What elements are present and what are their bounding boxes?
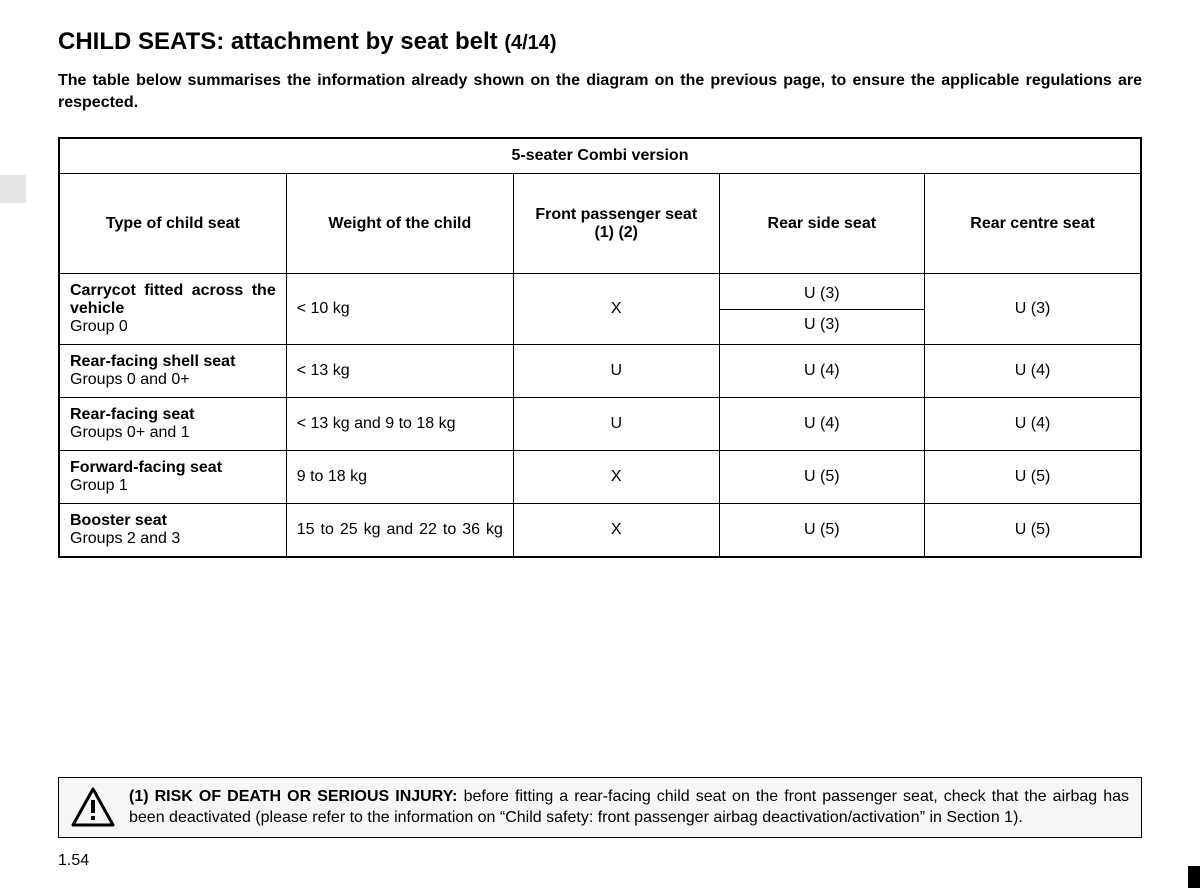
seat-group: Group 1 — [70, 477, 276, 495]
page-title: CHILD SEATS: attachment by seat belt (4/… — [58, 28, 1142, 56]
table-row: Carrycot fitted across the vehicle Group… — [59, 274, 1141, 345]
seat-name: Rear-facing seat — [70, 406, 276, 424]
col-header-centre: Rear centre seat — [925, 174, 1141, 274]
cell-weight: 9 to 18 kg — [286, 451, 513, 504]
cell-type: Rear-facing shell seat Groups 0 and 0+ — [59, 345, 286, 398]
cell-side: U (4) — [719, 345, 925, 398]
cell-weight: < 13 kg and 9 to 18 kg — [286, 398, 513, 451]
cell-weight: 15 to 25 kg and 22 to 36 kg — [286, 504, 513, 558]
table-caption: 5-seater Combi version — [59, 138, 1141, 174]
title-suffix: (4/14) — [504, 32, 556, 54]
table-row: Rear-facing shell seat Groups 0 and 0+ <… — [59, 345, 1141, 398]
warning-box: (1) RISK OF DEATH OR SERIOUS INJURY: bef… — [58, 777, 1142, 838]
seat-group: Groups 0+ and 1 — [70, 424, 276, 442]
table-row: Rear-facing seat Groups 0+ and 1 < 13 kg… — [59, 398, 1141, 451]
cell-front: U — [513, 398, 719, 451]
page-content: CHILD SEATS: attachment by seat belt (4/… — [0, 0, 1200, 558]
col-header-type: Type of child seat — [59, 174, 286, 274]
warning-icon — [71, 786, 115, 826]
col-header-side: Rear side seat — [719, 174, 925, 274]
cell-side: U (3) U (3) — [719, 274, 925, 345]
table-row: Forward-facing seat Group 1 9 to 18 kg X… — [59, 451, 1141, 504]
col-header-front: Front passenger seat (1) (2) — [513, 174, 719, 274]
cell-type: Rear-facing seat Groups 0+ and 1 — [59, 398, 286, 451]
page-number: 1.54 — [58, 852, 89, 870]
cell-side-top: U (3) — [720, 279, 925, 310]
cell-centre: U (5) — [925, 451, 1141, 504]
seat-name: Rear-facing shell seat — [70, 353, 276, 371]
cell-side: U (4) — [719, 398, 925, 451]
seat-group: Groups 0 and 0+ — [70, 371, 276, 389]
table-row: Booster seat Groups 2 and 3 15 to 25 kg … — [59, 504, 1141, 558]
seat-group: Groups 2 and 3 — [70, 530, 276, 548]
side-tab — [0, 175, 26, 203]
cell-weight: < 10 kg — [286, 274, 513, 345]
seat-name: Booster seat — [70, 512, 276, 530]
cell-centre: U (5) — [925, 504, 1141, 558]
cell-type: Forward-facing seat Group 1 — [59, 451, 286, 504]
intro-text: The table below summarises the informati… — [58, 70, 1142, 113]
seat-name: Forward-facing seat — [70, 459, 276, 477]
cell-side: U (5) — [719, 451, 925, 504]
cell-centre: U (4) — [925, 398, 1141, 451]
cell-front: X — [513, 274, 719, 345]
child-seat-table: 5-seater Combi version Type of child sea… — [58, 137, 1142, 558]
warning-lead: (1) RISK OF DEATH OR SERIOUS INJURY: — [129, 788, 458, 805]
cell-front: X — [513, 451, 719, 504]
cell-type: Booster seat Groups 2 and 3 — [59, 504, 286, 558]
cell-front: X — [513, 504, 719, 558]
warning-text: (1) RISK OF DEATH OR SERIOUS INJURY: bef… — [129, 786, 1129, 829]
cell-side-bottom: U (3) — [720, 310, 925, 340]
cell-centre: U (4) — [925, 345, 1141, 398]
cell-weight: < 13 kg — [286, 345, 513, 398]
seat-group: Group 0 — [70, 318, 276, 336]
cell-front: U — [513, 345, 719, 398]
title-main: CHILD SEATS: attachment by seat belt — [58, 28, 498, 55]
corner-mark — [1188, 866, 1200, 888]
seat-name: Carrycot fitted across the vehicle — [70, 282, 276, 318]
col-header-weight: Weight of the child — [286, 174, 513, 274]
cell-type: Carrycot fitted across the vehicle Group… — [59, 274, 286, 345]
cell-side: U (5) — [719, 504, 925, 558]
cell-centre: U (3) — [925, 274, 1141, 345]
